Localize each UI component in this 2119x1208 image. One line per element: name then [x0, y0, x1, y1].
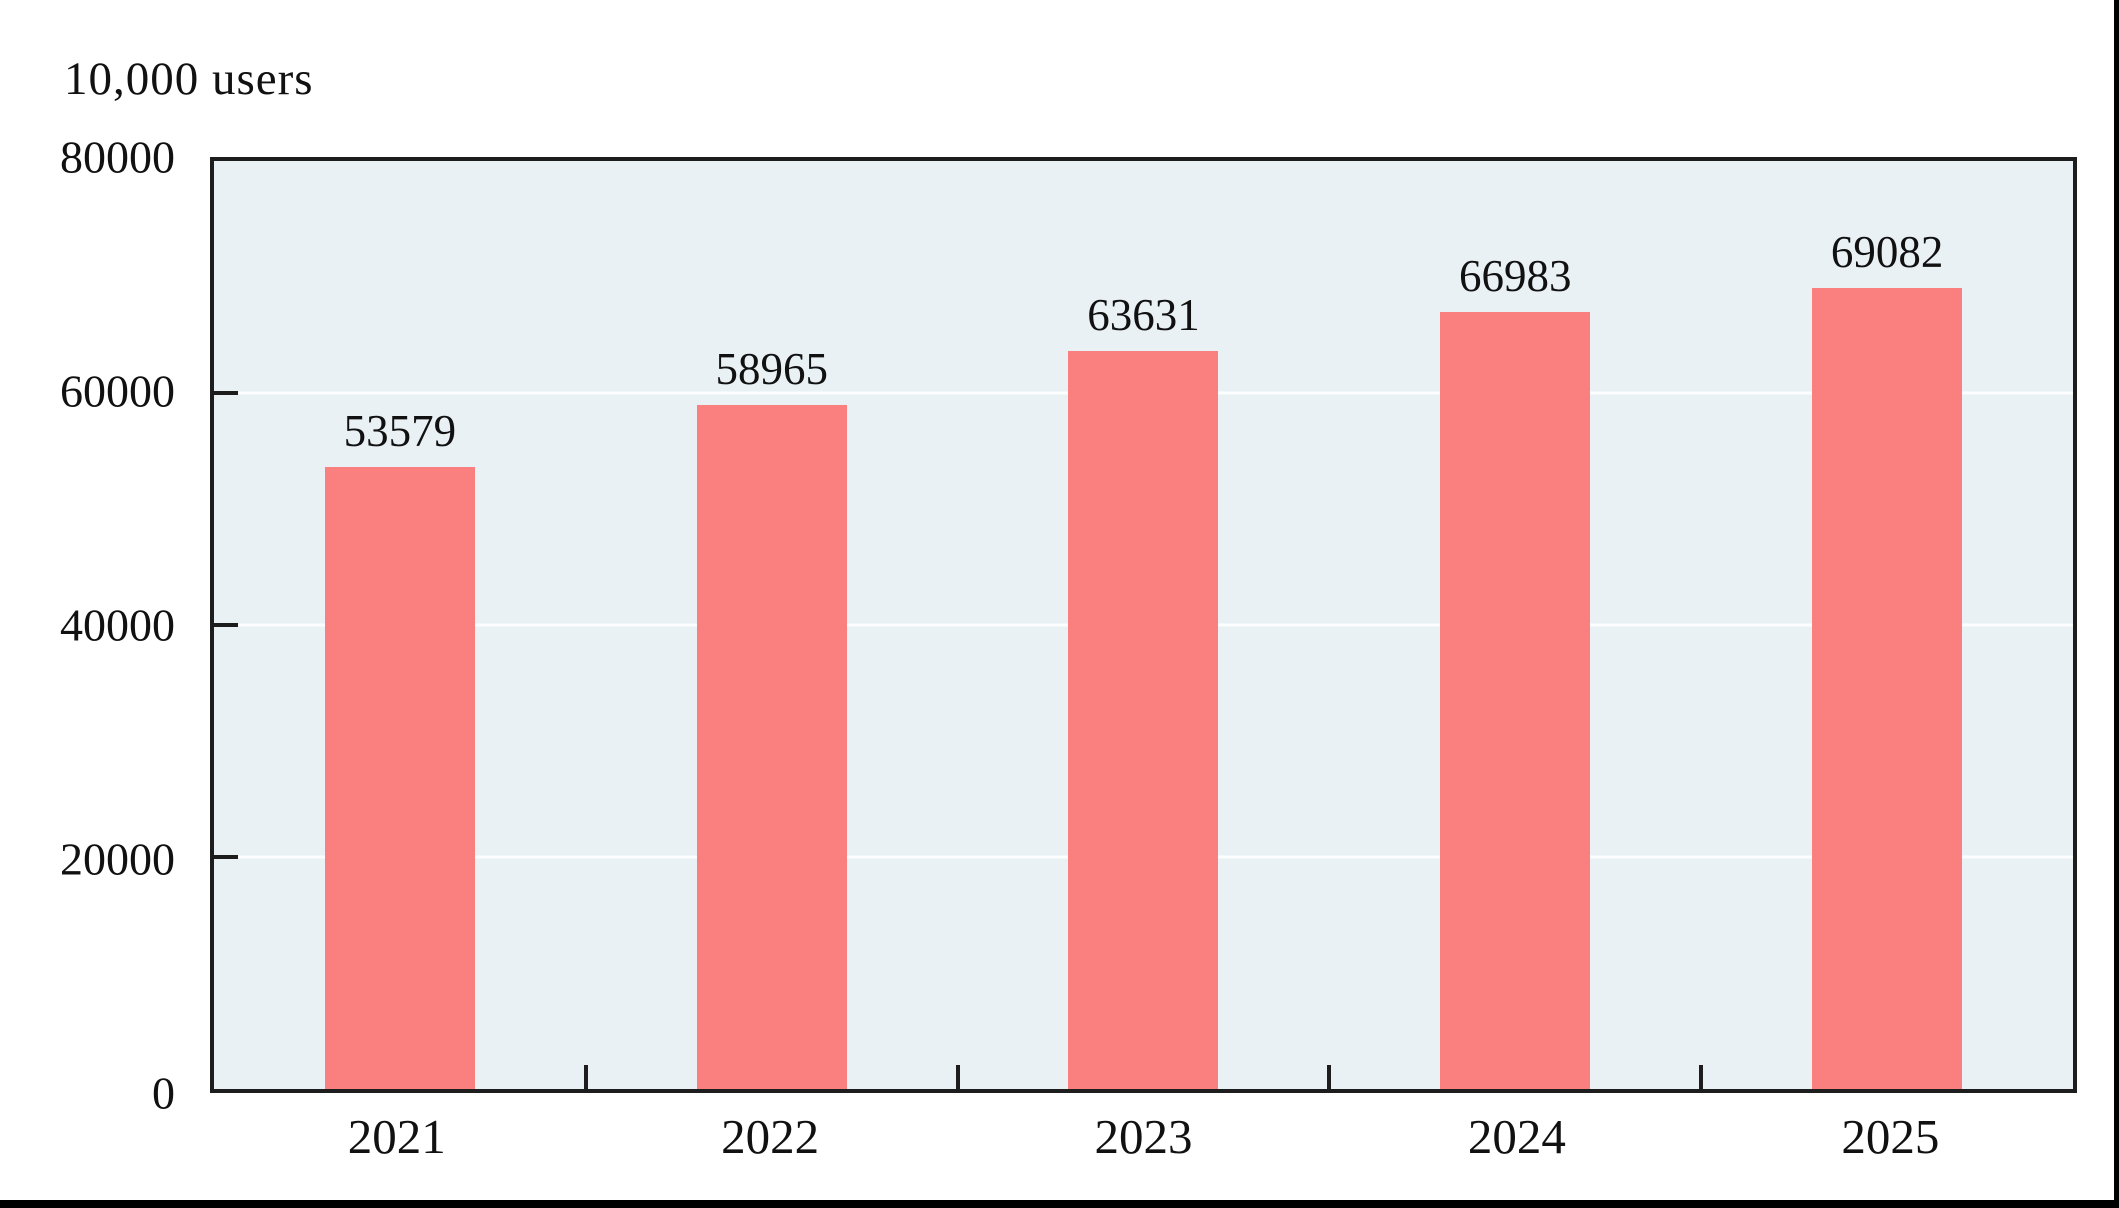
y-tick-label-60000: 60000 [60, 365, 175, 417]
x-tick-mark-4 [1699, 1065, 1704, 1089]
x-category-label: 2024 [1467, 1109, 1566, 1164]
bar-value-label: 58965 [715, 344, 828, 395]
y-tick-mark-40000 [214, 623, 238, 627]
x-category-label: 2022 [721, 1109, 820, 1164]
y-tick-mark-20000 [214, 855, 238, 859]
x-tick-mark-1 [583, 1065, 588, 1089]
x-tick-mark-3 [1327, 1065, 1332, 1089]
bar-slot: 58965 [586, 161, 958, 1089]
bar [1068, 350, 1219, 1089]
bar-value-label: 63631 [1087, 289, 1200, 340]
y-tick-label-80000: 80000 [60, 131, 175, 183]
bar-value-label: 53579 [343, 406, 457, 457]
x-tick-mark-2 [955, 1065, 960, 1089]
x-category-label: 2025 [1841, 1109, 1940, 1164]
y-tick-label-0: 0 [152, 1067, 175, 1119]
plot-area: 53579 58965 63631 66983 69082 [210, 157, 2077, 1093]
bar-slot: 66983 [1329, 161, 1701, 1089]
bar-value-label: 66983 [1459, 251, 1572, 301]
bar-slot: 63631 [958, 161, 1330, 1089]
x-category-label: 2023 [1094, 1109, 1193, 1164]
chart-axis-unit-title: 10,000 users [64, 53, 314, 105]
x-category-label: 2021 [347, 1109, 446, 1164]
bar-slot: 69082 [1701, 161, 2073, 1089]
bars-container: 53579 58965 63631 66983 69082 [214, 161, 2073, 1089]
y-tick-label-20000: 20000 [60, 833, 175, 885]
bar-slot: 53579 [214, 161, 586, 1089]
bar [1812, 287, 1963, 1089]
bar [1440, 312, 1591, 1089]
y-tick-mark-60000 [214, 391, 238, 395]
x-axis-labels: 2021 2022 2023 2024 2025 [210, 1108, 2077, 1165]
y-tick-label-40000: 40000 [60, 599, 175, 651]
bar-value-label: 69082 [1830, 226, 1944, 277]
bar [696, 405, 847, 1089]
bar [324, 467, 475, 1089]
